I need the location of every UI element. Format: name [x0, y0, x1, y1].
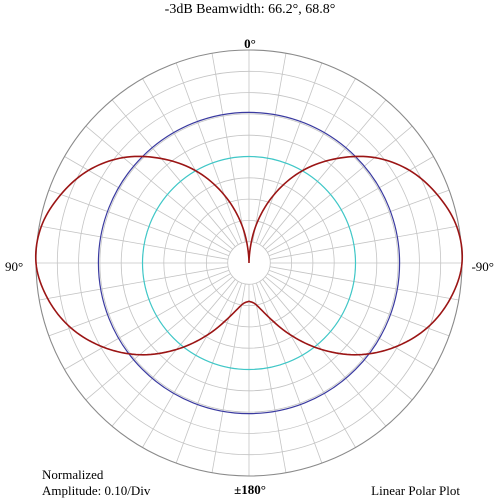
grid-spoke: [267, 156, 434, 253]
angle-label-left: 90°: [5, 259, 24, 274]
grid-spoke: [175, 62, 243, 244]
grid-spoke: [211, 283, 246, 473]
grid-spoke: [265, 276, 413, 401]
grid-spoke: [142, 281, 239, 448]
angular-grid-lines: [36, 50, 462, 476]
grid-ring: [99, 113, 399, 413]
reference-circle: [141, 155, 357, 371]
chart-title: -3dB Beamwidth: 66.2°, 68.8°: [164, 2, 336, 17]
grid-spoke: [252, 53, 287, 243]
grid-spoke: [64, 156, 231, 253]
grid-spoke: [48, 269, 230, 337]
grid-spoke: [268, 189, 450, 257]
amplitude-label: Normalized: [42, 467, 104, 482]
angle-label-bottom: ±180°: [234, 482, 266, 497]
grid-spoke: [255, 62, 323, 244]
reference-circles: [97, 111, 401, 415]
grid-ring: [163, 177, 335, 349]
amplitude-scale-note: Normalized Amplitude: 0.10/Div: [42, 467, 150, 499]
grid-spoke: [211, 53, 246, 243]
grid-ring: [205, 219, 292, 306]
grid-spoke: [64, 273, 231, 370]
angle-label-right: -90°: [471, 259, 494, 274]
grid-ring: [184, 198, 314, 328]
grid-spoke: [48, 189, 230, 257]
grid-spoke: [262, 279, 387, 427]
grid-spoke: [255, 282, 323, 464]
grid-spoke: [269, 266, 459, 301]
series-line: [34, 155, 464, 356]
grid-spoke: [175, 282, 243, 464]
grid-spoke: [39, 225, 229, 260]
angle-label-top: 0°: [244, 36, 256, 51]
grid-spoke: [267, 273, 434, 370]
plot-type-label: Linear Polar Plot: [371, 483, 460, 498]
grid-spoke: [265, 125, 413, 250]
grid-spoke: [111, 279, 236, 427]
grid-spoke: [259, 281, 356, 448]
grid-spoke: [252, 283, 287, 473]
amplitude-value: Amplitude: 0.10/Div: [42, 483, 151, 498]
grid-spoke: [142, 78, 239, 245]
grid-ring: [120, 134, 378, 392]
grid-spoke: [85, 276, 233, 401]
grid-spoke: [39, 266, 229, 301]
grid-spoke: [262, 99, 387, 247]
grid-ring: [56, 70, 442, 456]
grid-ring: [227, 241, 271, 285]
grid-spoke: [259, 78, 356, 245]
grid-spoke: [269, 225, 459, 260]
grid-ring: [78, 92, 420, 434]
grid-spoke: [111, 99, 236, 247]
reference-circle: [97, 111, 401, 415]
grid-spoke: [268, 269, 450, 337]
grid-spoke: [85, 125, 233, 250]
pattern-series: [34, 155, 464, 356]
